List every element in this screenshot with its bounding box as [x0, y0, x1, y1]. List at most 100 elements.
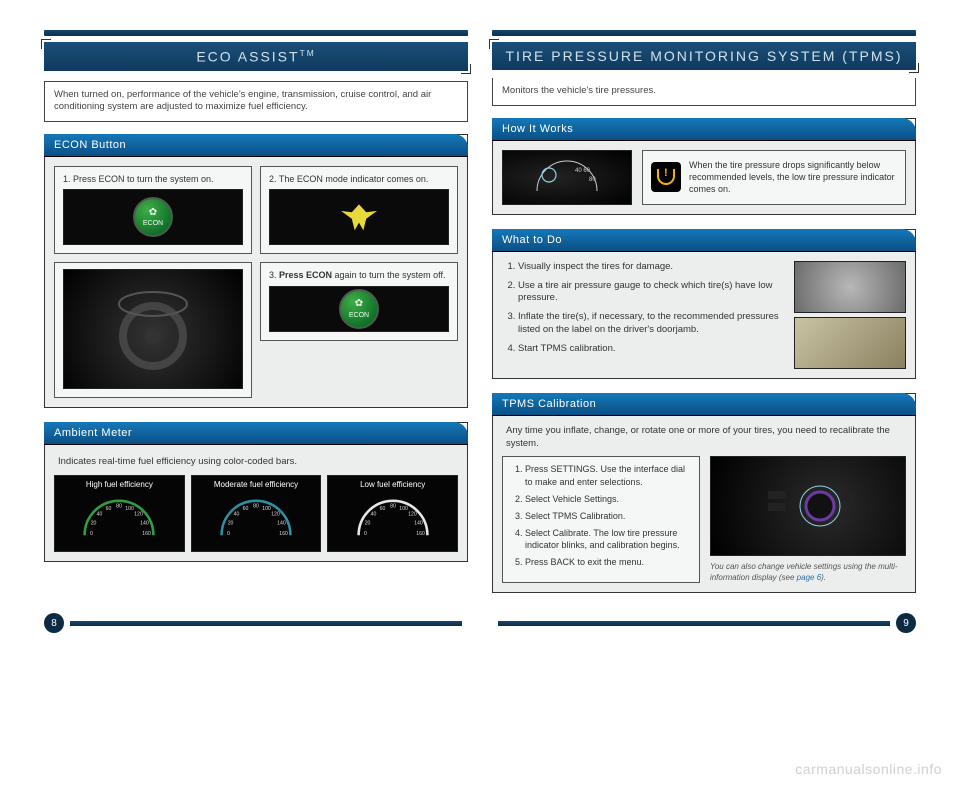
svg-text:40: 40 — [234, 512, 240, 518]
top-rule-right — [492, 30, 916, 36]
econ-step3-image: ✿ ECON — [269, 286, 449, 332]
panel-header-calib: TPMS Calibration — [492, 393, 916, 416]
title-bar-tpms: TIRE PRESSURE MONITORING SYSTEM (TPMS) — [492, 42, 916, 70]
svg-text:120: 120 — [271, 512, 280, 518]
svg-text:40: 40 — [370, 512, 376, 518]
calib-list-box: Press SETTINGS. Use the interface dial t… — [502, 456, 700, 583]
meter-moderate: Moderate fuel efficiency 0 204060 80100120… — [191, 475, 322, 552]
title-bar-eco: ECO ASSISTTM — [44, 42, 468, 71]
watermark: carmanualsonline.info — [795, 761, 942, 777]
meter-low: Low fuel efficiency 0 204060 80100120 140 16… — [327, 475, 458, 552]
meter-low-label: Low fuel efficiency — [330, 480, 455, 491]
panel-hiw: How It Works 40 60 80 — [492, 118, 916, 215]
panel-header-ambient: Ambient Meter — [44, 422, 468, 445]
econ-step2-label: 2. The ECON mode indicator comes on. — [269, 173, 449, 185]
title-eco: ECO ASSIST — [196, 49, 299, 65]
panel-header-econ: ECON Button — [44, 134, 468, 157]
meter-moderate-label: Moderate fuel efficiency — [194, 480, 319, 491]
gauge-high: 0 204060 80 100120 140 160 — [57, 491, 182, 545]
meter-high: High fuel efficiency 0 204060 80 100120 140 1… — [54, 475, 185, 552]
calib-item: Select Vehicle Settings. — [525, 493, 691, 505]
steering-wheel-icon — [93, 284, 213, 374]
svg-text:140: 140 — [414, 521, 423, 527]
page-number-left: 8 — [44, 613, 64, 633]
econ-leaf-icon — [341, 204, 377, 230]
svg-text:60: 60 — [379, 506, 385, 512]
tpms-warning-icon — [651, 162, 681, 192]
whatdo-item: Use a tire air pressure gauge to check w… — [518, 280, 784, 306]
hiw-text-box: When the tire pressure drops significant… — [642, 150, 906, 205]
svg-text:160: 160 — [143, 531, 152, 537]
svg-text:80: 80 — [589, 177, 596, 183]
svg-text:160: 160 — [416, 531, 425, 537]
svg-text:20: 20 — [91, 521, 97, 527]
title-tm: TM — [300, 48, 316, 58]
whatdo-item: Start TPMS calibration. — [518, 343, 784, 356]
ambient-intro: Indicates real-time fuel efficiency usin… — [58, 456, 454, 469]
hiw-text: When the tire pressure drops significant… — [689, 159, 897, 195]
calib-item: Select Calibrate. The low tire pressure … — [525, 527, 691, 551]
whatdo-list: Visually inspect the tires for damage. U… — [502, 261, 784, 369]
svg-text:160: 160 — [279, 531, 288, 537]
panel-whatdo: What to Do Visually inspect the tires fo… — [492, 229, 916, 379]
left-page: ECO ASSISTTM When turned on, performance… — [44, 30, 468, 607]
doorjamb-label-image — [794, 317, 906, 369]
svg-text:0: 0 — [90, 531, 93, 537]
title-tpms: TIRE PRESSURE MONITORING SYSTEM (TPMS) — [492, 42, 916, 70]
panel-ambient: Ambient Meter Indicates real-time fuel e… — [44, 422, 468, 562]
econ-step1-label: 1. Press ECON to turn the system on. — [63, 173, 243, 185]
svg-text:80: 80 — [253, 504, 259, 510]
panel-header-whatdo: What to Do — [492, 229, 916, 252]
calib-item: Press SETTINGS. Use the interface dial t… — [525, 463, 691, 487]
hiw-image: 40 60 80 — [502, 150, 632, 205]
panel-calib: TPMS Calibration Any time you inflate, c… — [492, 393, 916, 593]
whatdo-item: Visually inspect the tires for damage. — [518, 261, 784, 274]
svg-text:120: 120 — [134, 512, 143, 518]
page-number-right: 9 — [896, 613, 916, 633]
calib-item: Select TPMS Calibration. — [525, 510, 691, 522]
svg-text:100: 100 — [262, 506, 271, 512]
svg-text:80: 80 — [390, 504, 396, 510]
svg-text:80: 80 — [116, 504, 122, 510]
econ-badge-icon: ✿ ECON — [133, 197, 173, 237]
svg-text:20: 20 — [364, 521, 370, 527]
meter-high-label: High fuel efficiency — [57, 480, 182, 491]
settings-dial-image — [710, 456, 906, 556]
econ-step1-image: ✿ ECON — [63, 189, 243, 245]
svg-text:100: 100 — [126, 506, 135, 512]
page-footer: 8 9 — [0, 613, 960, 633]
econ-step2-image — [269, 189, 449, 245]
svg-text:140: 140 — [140, 521, 149, 527]
whatdo-item: Inflate the tire(s), if necessary, to th… — [518, 311, 784, 337]
svg-text:0: 0 — [364, 531, 367, 537]
econ-step2: 2. The ECON mode indicator comes on. — [260, 166, 458, 254]
econ-step3-col: 3. Press ECON again to turn the system o… — [260, 262, 458, 398]
gauge-low: 0 204060 80100120 140 160 — [330, 491, 455, 545]
svg-text:140: 140 — [277, 521, 286, 527]
calib-intro: Any time you inflate, change, or rotate … — [506, 425, 902, 451]
svg-text:0: 0 — [227, 531, 230, 537]
panel-header-hiw: How It Works — [492, 118, 916, 141]
svg-text:40: 40 — [97, 512, 103, 518]
econ-step1: 1. Press ECON to turn the system on. ✿ E… — [54, 166, 252, 254]
econ-dashboard-image — [54, 262, 252, 398]
panel-econ: ECON Button 1. Press ECON to turn the sy… — [44, 134, 468, 408]
svg-text:60: 60 — [243, 506, 249, 512]
page-link[interactable]: page 6 — [797, 573, 821, 582]
top-rule — [44, 30, 468, 36]
whatdo-images — [794, 261, 906, 369]
tire-image — [794, 261, 906, 313]
svg-text:120: 120 — [408, 512, 417, 518]
econ-badge-icon-2: ✿ ECON — [339, 289, 379, 329]
calib-item: Press BACK to exit the menu. — [525, 556, 691, 568]
eco-intro: When turned on, performance of the vehic… — [44, 81, 468, 123]
ambient-meter-row: High fuel efficiency 0204060801001201401… — [54, 475, 458, 552]
svg-text:100: 100 — [399, 506, 408, 512]
right-page: TIRE PRESSURE MONITORING SYSTEM (TPMS) M… — [492, 30, 916, 607]
tpms-intro: Monitors the vehicle's tire pressures. — [492, 78, 916, 106]
svg-text:20: 20 — [228, 521, 234, 527]
calib-note: You can also change vehicle settings usi… — [710, 562, 906, 583]
econ-step3-label: 3. Press ECON again to turn the system o… — [269, 269, 449, 281]
svg-text:60: 60 — [106, 506, 112, 512]
gauge-moderate: 0 204060 80100120 140 160 — [194, 491, 319, 545]
